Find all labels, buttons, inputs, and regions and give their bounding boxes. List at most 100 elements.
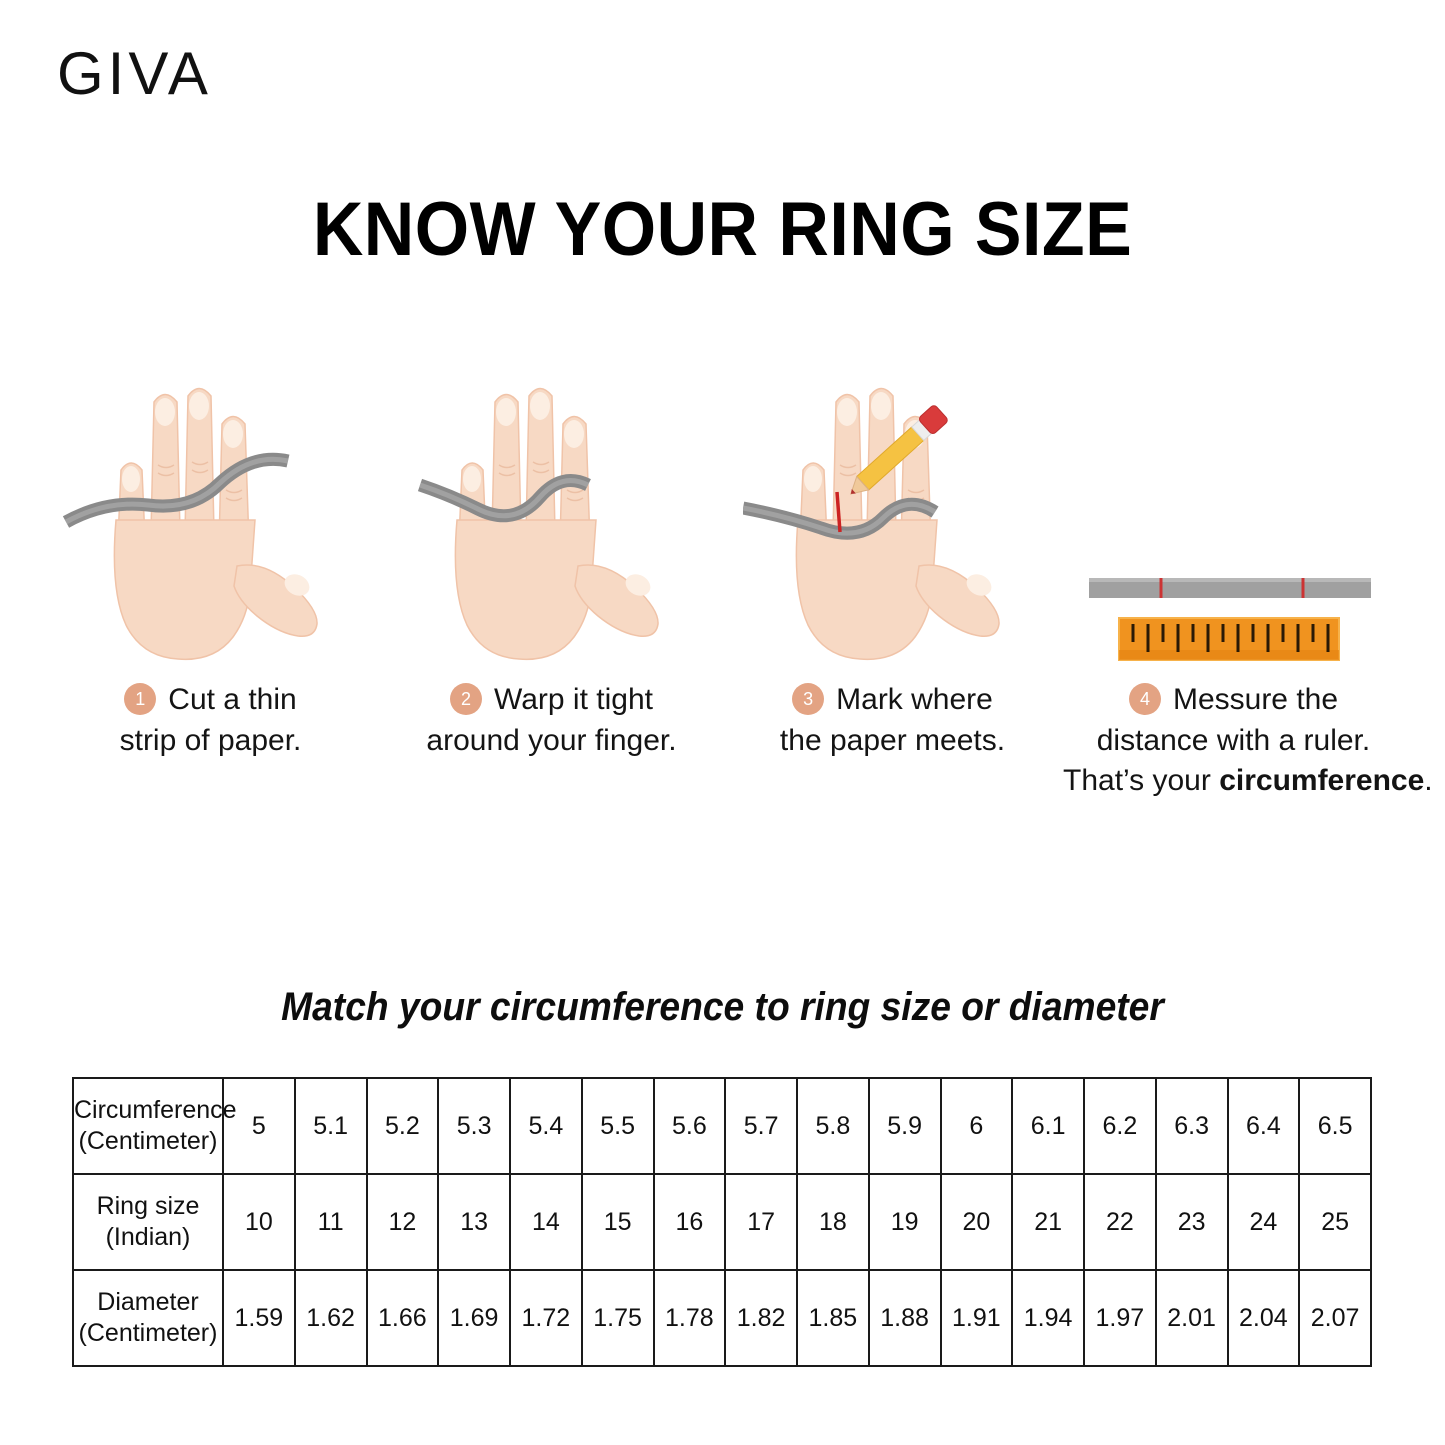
step-4-line-3-bold: circumference bbox=[1219, 764, 1425, 797]
cell: 6.1 bbox=[1011, 1077, 1085, 1175]
cell: 18 bbox=[796, 1173, 870, 1271]
step-4-line-3-prefix: That’s your bbox=[1063, 764, 1220, 797]
row-label-ring-size: Ring size (Indian) bbox=[72, 1173, 224, 1271]
table-row: Ring size (Indian) 10 11 12 13 14 15 16 … bbox=[72, 1173, 1372, 1271]
table-row: Diameter (Centimeter) 1.59 1.62 1.66 1.6… bbox=[72, 1269, 1372, 1367]
size-table-body: Circumference (Centimeter) 5 5.1 5.2 5.3… bbox=[72, 1077, 1372, 1367]
step-1-line-1: Cut a thin bbox=[168, 683, 297, 716]
cell: 25 bbox=[1298, 1173, 1372, 1271]
cell: 2.07 bbox=[1298, 1269, 1372, 1367]
cell: 6.4 bbox=[1226, 1077, 1301, 1175]
cell: 23 bbox=[1154, 1173, 1229, 1271]
hand-with-paper-strip-icon bbox=[62, 387, 318, 661]
cell: 14 bbox=[509, 1173, 583, 1271]
step-4-illustration bbox=[1063, 380, 1404, 680]
row-label-diameter: Diameter (Centimeter) bbox=[72, 1269, 224, 1367]
cell: 6.3 bbox=[1154, 1077, 1229, 1175]
step-1-badge: 1 bbox=[124, 683, 157, 715]
row-label-circumference: Circumference (Centimeter) bbox=[72, 1077, 237, 1175]
row-label-line-1: Ring size bbox=[96, 1191, 200, 1220]
step-4-line-1: Messure the bbox=[1172, 683, 1339, 716]
step-3-illustration bbox=[722, 380, 1063, 680]
cell: 1.85 bbox=[796, 1269, 870, 1367]
cell: 6 bbox=[939, 1077, 1014, 1175]
step-2: 2 Warp it tight around your finger. bbox=[381, 380, 722, 840]
table-row: Circumference (Centimeter) 5 5.1 5.2 5.3… bbox=[72, 1077, 1372, 1175]
pencil-icon bbox=[849, 405, 948, 495]
cell: 1.94 bbox=[1011, 1269, 1085, 1367]
row-label-line-1: Diameter bbox=[97, 1287, 199, 1316]
hand-with-wrapped-strip-icon bbox=[417, 387, 659, 661]
size-table-wrapper: Circumference (Centimeter) 5 5.1 5.2 5.3… bbox=[72, 1077, 1372, 1367]
step-2-line-2: around your finger. bbox=[426, 723, 677, 757]
cell: 1.59 bbox=[222, 1269, 296, 1367]
ring-size-table: Circumference (Centimeter) 5 5.1 5.2 5.3… bbox=[72, 1077, 1372, 1367]
cell: 1.78 bbox=[652, 1269, 727, 1367]
step-2-badge: 2 bbox=[450, 683, 483, 715]
step-1-caption: 1 Cut a thin strip of paper. bbox=[40, 680, 381, 761]
cell: 21 bbox=[1011, 1173, 1085, 1271]
hand-with-pencil-mark-icon bbox=[742, 387, 1000, 661]
step-4-badge: 4 bbox=[1128, 683, 1161, 715]
cell: 20 bbox=[939, 1173, 1014, 1271]
cell: 1.91 bbox=[939, 1269, 1014, 1367]
cell: 1.69 bbox=[437, 1269, 511, 1367]
cell: 1.72 bbox=[509, 1269, 583, 1367]
ruler-with-marked-strip-icon bbox=[1088, 578, 1371, 661]
cell: 12 bbox=[365, 1173, 440, 1271]
cell: 5.8 bbox=[796, 1077, 870, 1175]
row-label-line-2: (Centimeter) bbox=[78, 1127, 218, 1155]
step-3: 3 Mark where the paper meets. bbox=[722, 380, 1063, 840]
cell: 24 bbox=[1226, 1173, 1301, 1271]
table-heading: Match your circumference to ring size or… bbox=[281, 985, 1164, 1029]
cell: 11 bbox=[293, 1173, 368, 1271]
cell: 5.1 bbox=[293, 1077, 368, 1175]
cell: 10 bbox=[222, 1173, 296, 1271]
cell: 17 bbox=[724, 1173, 798, 1271]
step-3-badge: 3 bbox=[792, 683, 825, 715]
cell: 5.6 bbox=[652, 1077, 727, 1175]
step-4-line-2: distance with a ruler. bbox=[1096, 723, 1371, 757]
step-2-illustration bbox=[381, 380, 722, 680]
cell: 1.88 bbox=[867, 1269, 942, 1367]
cell: 13 bbox=[437, 1173, 511, 1271]
step-3-line-2: the paper meets. bbox=[779, 723, 1006, 757]
cell: 1.66 bbox=[365, 1269, 440, 1367]
step-2-caption: 2 Warp it tight around your finger. bbox=[381, 680, 722, 761]
step-2-line-1: Warp it tight bbox=[494, 683, 653, 716]
cell: 5.2 bbox=[365, 1077, 440, 1175]
cell: 2.01 bbox=[1154, 1269, 1229, 1367]
cell: 19 bbox=[867, 1173, 942, 1271]
cell: 1.82 bbox=[724, 1269, 798, 1367]
step-1-line-2: strip of paper. bbox=[119, 723, 302, 757]
cell: 5.9 bbox=[867, 1077, 942, 1175]
page-title: KNOW YOUR RING SIZE bbox=[312, 187, 1133, 272]
cell: 5.5 bbox=[580, 1077, 655, 1175]
cell: 5.3 bbox=[437, 1077, 511, 1175]
row-label-line-2: (Indian) bbox=[105, 1223, 191, 1251]
cell: 1.62 bbox=[293, 1269, 368, 1367]
cell: 1.97 bbox=[1083, 1269, 1157, 1367]
step-4-line-3-suffix: . bbox=[1424, 764, 1433, 797]
cell: 5 bbox=[222, 1077, 296, 1175]
brand-logo: GIVA bbox=[57, 40, 212, 107]
cell: 6.5 bbox=[1298, 1077, 1372, 1175]
cell: 5.7 bbox=[724, 1077, 798, 1175]
cell: 15 bbox=[580, 1173, 655, 1271]
step-3-caption: 3 Mark where the paper meets. bbox=[722, 680, 1063, 761]
step-1-illustration bbox=[40, 380, 381, 680]
step-4-caption: 4 Messure the distance with a ruler. That… bbox=[1063, 680, 1433, 802]
steps-row: 1 Cut a thin strip of paper. bbox=[40, 380, 1433, 840]
cell: 22 bbox=[1083, 1173, 1157, 1271]
cell: 6.2 bbox=[1083, 1077, 1157, 1175]
step-1: 1 Cut a thin strip of paper. bbox=[40, 380, 381, 840]
step-4: 4 Messure the distance with a ruler. That… bbox=[1063, 380, 1433, 840]
row-label-line-1: Circumference bbox=[74, 1095, 237, 1124]
cell: 1.75 bbox=[580, 1269, 655, 1367]
row-label-line-2: (Centimeter) bbox=[78, 1319, 218, 1347]
cell: 5.4 bbox=[509, 1077, 583, 1175]
cell: 2.04 bbox=[1226, 1269, 1301, 1367]
cell: 16 bbox=[652, 1173, 727, 1271]
step-3-line-1: Mark where bbox=[836, 683, 993, 716]
step-4-line-3: That’s your circumference. bbox=[1063, 761, 1433, 802]
